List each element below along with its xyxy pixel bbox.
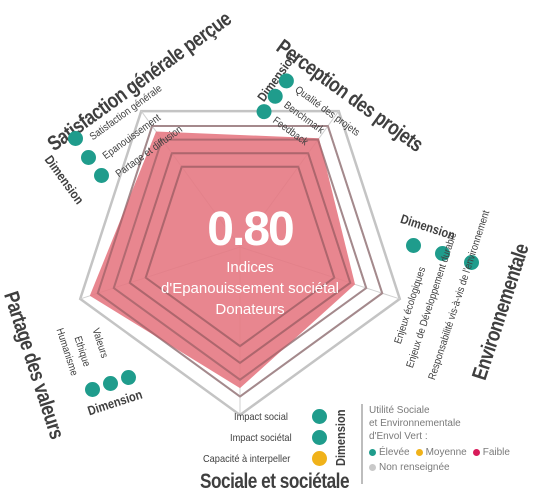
score-value: 0.80 <box>207 203 294 256</box>
legend-divider <box>361 404 363 484</box>
radar-series-area <box>89 131 356 389</box>
status-dot <box>85 382 100 397</box>
item-interpeller: Capacité à interpeller <box>203 453 291 465</box>
legend-label-high: Élevée <box>379 447 410 458</box>
radar-ring <box>78 109 402 417</box>
item-impact-social: Impact social <box>234 411 288 423</box>
score-caption-line-2: d'Epanouissement sociétal <box>161 280 339 297</box>
status-dot <box>312 430 327 445</box>
legend: Utilité Sociale et Environnementale d'En… <box>369 404 510 474</box>
radar-ring-overlay <box>128 152 352 365</box>
status-dot <box>435 246 450 261</box>
status-dot <box>312 451 327 466</box>
score-caption-line-3: Donateurs <box>215 301 285 318</box>
status-dot <box>312 409 327 424</box>
status-dot <box>464 255 479 270</box>
axis-title-social: Sociale et sociétale <box>200 470 350 493</box>
status-dot <box>406 238 421 253</box>
legend-label-low: Faible <box>482 447 510 458</box>
legend-title-line-2: et Environnementale <box>369 418 461 429</box>
legend-label-na: Non renseignée <box>379 462 450 473</box>
status-dot <box>121 370 136 385</box>
status-dot <box>68 131 83 146</box>
score-caption-line-1: Indices <box>226 259 274 276</box>
legend-title-line-1: Utilité Sociale <box>369 405 430 416</box>
item-impact-societal: Impact sociétal <box>230 432 292 444</box>
status-dot <box>103 376 118 391</box>
legend-dot-medium <box>415 449 423 456</box>
legend-dot-low <box>472 449 480 456</box>
radar-ring-overlay <box>96 125 384 398</box>
radar-ring-overlay <box>144 165 336 348</box>
legend-label-medium: Moyenne <box>425 447 467 458</box>
status-dot <box>81 150 96 165</box>
status-dot <box>94 168 109 183</box>
dimension-label-social: Dimension <box>333 409 348 466</box>
legend-dot-high <box>369 449 376 456</box>
legend-title-line-3: d'Envol Vert : <box>369 431 428 442</box>
radar-ring-overlay <box>112 138 368 381</box>
legend-dot-na <box>369 464 376 471</box>
